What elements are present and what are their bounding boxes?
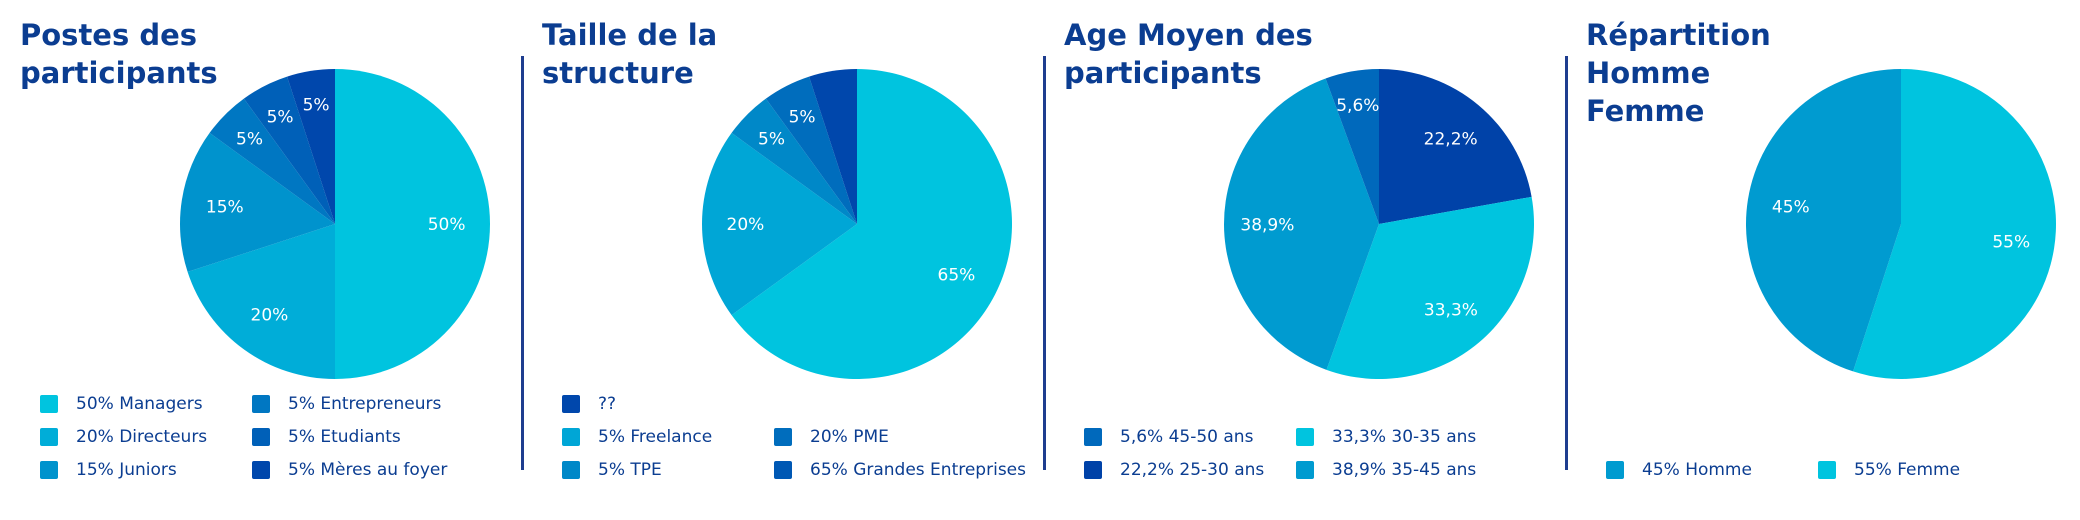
slice-label: 5% bbox=[267, 107, 294, 127]
legend-swatch bbox=[1296, 428, 1314, 446]
chart-panel-repartition: Répartition Homme Femme 55% 45% 45% Homme… bbox=[1566, 0, 2066, 520]
legend-item: 5,6% 45-50 ans bbox=[1084, 427, 1253, 447]
pie-slice bbox=[335, 69, 490, 379]
legend-swatch bbox=[562, 395, 580, 413]
legend-item: 33,3% 30-35 ans bbox=[1296, 427, 1476, 447]
legend-swatch bbox=[774, 461, 792, 479]
legend-item: 5% Etudiants bbox=[252, 427, 401, 447]
legend-label: ?? bbox=[598, 394, 617, 414]
legend-item: 55% Femme bbox=[1818, 460, 1960, 480]
pie-slice bbox=[1746, 69, 1901, 372]
legend-swatch bbox=[40, 461, 58, 479]
legend-item: ?? bbox=[562, 394, 616, 414]
legend-swatch bbox=[252, 395, 270, 413]
slice-label: 38,9% bbox=[1240, 215, 1294, 235]
slice-label: 50% bbox=[428, 215, 466, 235]
pie-slice bbox=[809, 69, 857, 224]
legend-item: 5% TPE bbox=[562, 460, 662, 480]
legend-item: 5% Entrepreneurs bbox=[252, 394, 441, 414]
legend-label: 55% Femme bbox=[1854, 460, 1961, 480]
chart-title: Répartition Homme Femme bbox=[1586, 18, 1771, 128]
legend-label: 20% PME bbox=[810, 427, 889, 447]
legend-label: 20% Directeurs bbox=[76, 427, 208, 447]
legend-swatch bbox=[40, 395, 58, 413]
legend-swatch bbox=[252, 461, 270, 479]
chart-panel-postes: Postes des participants 50% 20% 15% 5% 5% 5% … bbox=[0, 0, 500, 520]
legend-item: 22,2% 25-30 ans bbox=[1084, 460, 1264, 480]
chart-title: Taille de la structure bbox=[542, 18, 718, 90]
chart-title: Age Moyen des participants bbox=[1064, 18, 1313, 90]
slice-label: 20% bbox=[251, 305, 289, 325]
chart-title: Postes des participants bbox=[20, 18, 218, 90]
slice-label: 15% bbox=[206, 198, 244, 218]
legend-item: 20% PME bbox=[774, 427, 889, 447]
pie-chart-postes: 50%20%15%5%5%5% bbox=[180, 69, 490, 379]
legend-label: 5% Freelance bbox=[598, 427, 713, 447]
legend-label: 15% Juniors bbox=[76, 460, 177, 480]
legend-swatch bbox=[252, 428, 270, 446]
slice-label: 5% bbox=[789, 107, 816, 127]
legend-item: 15% Juniors bbox=[40, 460, 177, 480]
slice-label: 55% bbox=[1992, 232, 2030, 252]
pie-slice bbox=[209, 98, 335, 224]
legend-label: 65% Grandes Entreprises bbox=[810, 460, 1026, 480]
slice-label: 33,3% bbox=[1424, 300, 1478, 320]
pie-slice bbox=[1326, 196, 1534, 379]
legend-item: 45% Homme bbox=[1606, 460, 1752, 480]
legend-label: 45% Homme bbox=[1642, 460, 1752, 480]
panel-divider bbox=[521, 56, 524, 470]
pie-slice bbox=[287, 69, 335, 224]
pie-slice bbox=[1853, 69, 2056, 380]
slice-label: 5,6% bbox=[1336, 96, 1379, 116]
legend-item: 65% Grandes Entreprises bbox=[774, 460, 1026, 480]
slice-label: 22,2% bbox=[1424, 129, 1478, 149]
legend-swatch bbox=[40, 428, 58, 446]
pie-slice bbox=[731, 69, 1012, 380]
pie-slice bbox=[180, 132, 335, 272]
chart-panel-age: Age Moyen des participants 22,2% 33,3% 38,… bbox=[1044, 0, 1544, 520]
legend-label: 5% TPE bbox=[598, 460, 662, 480]
legend-label: 33,3% 30-35 ans bbox=[1332, 427, 1477, 447]
legend-item: 50% Managers bbox=[40, 394, 203, 414]
legend-swatch bbox=[1296, 461, 1314, 479]
slice-label: 5% bbox=[758, 130, 785, 150]
slice-label: 45% bbox=[1772, 198, 1810, 218]
pie-chart-taille: 65% 20% 5%5% bbox=[702, 69, 1012, 380]
pie-slice bbox=[1325, 69, 1379, 224]
pie-slice bbox=[1379, 69, 1532, 224]
legend-label: 5,6% 45-50 ans bbox=[1120, 427, 1254, 447]
legend-swatch bbox=[1084, 461, 1102, 479]
legend-swatch bbox=[562, 428, 580, 446]
legend-item: 5% Freelance bbox=[562, 427, 712, 447]
legend-label: 50% Managers bbox=[76, 394, 203, 414]
legend-label: 38,9% 35-45 ans bbox=[1332, 460, 1477, 480]
slice-label: 5% bbox=[303, 96, 330, 116]
panel-divider bbox=[1565, 56, 1568, 470]
pie-chart-age: 22,2% 33,3% 38,9% 5,6% bbox=[1224, 69, 1534, 379]
pie-slice bbox=[243, 76, 335, 224]
pie-slice bbox=[765, 76, 857, 224]
legend-swatch bbox=[1606, 461, 1624, 479]
legend-swatch bbox=[774, 428, 792, 446]
slice-label: 20% bbox=[727, 215, 765, 235]
legend-item: 5% Mères au foyer bbox=[252, 460, 447, 480]
pie-chart-repartition: 55% 45% bbox=[1746, 69, 2056, 380]
legend-label: 5% Etudiants bbox=[288, 427, 401, 447]
legend-label: 5% Entrepreneurs bbox=[288, 394, 442, 414]
legend-label: 5% Mères au foyer bbox=[288, 460, 448, 480]
legend-item: 20% Directeurs bbox=[40, 427, 207, 447]
legend-label: 22,2% 25-30 ans bbox=[1120, 460, 1265, 480]
slice-label: 65% bbox=[938, 266, 976, 286]
pie-slice bbox=[1224, 78, 1379, 370]
legend-swatch bbox=[562, 461, 580, 479]
legend-item: 38,9% 35-45 ans bbox=[1296, 460, 1476, 480]
pie-slice bbox=[702, 132, 857, 316]
legend-swatch bbox=[1084, 428, 1102, 446]
pie-slice bbox=[187, 224, 335, 379]
slice-label: 5% bbox=[236, 130, 263, 150]
chart-panel-taille: Taille de la structure 65% 20% 5% 5% ?? 5% … bbox=[522, 0, 1026, 520]
panel-divider bbox=[1043, 56, 1046, 470]
pie-slice bbox=[731, 98, 857, 224]
legend-swatch bbox=[1818, 461, 1836, 479]
